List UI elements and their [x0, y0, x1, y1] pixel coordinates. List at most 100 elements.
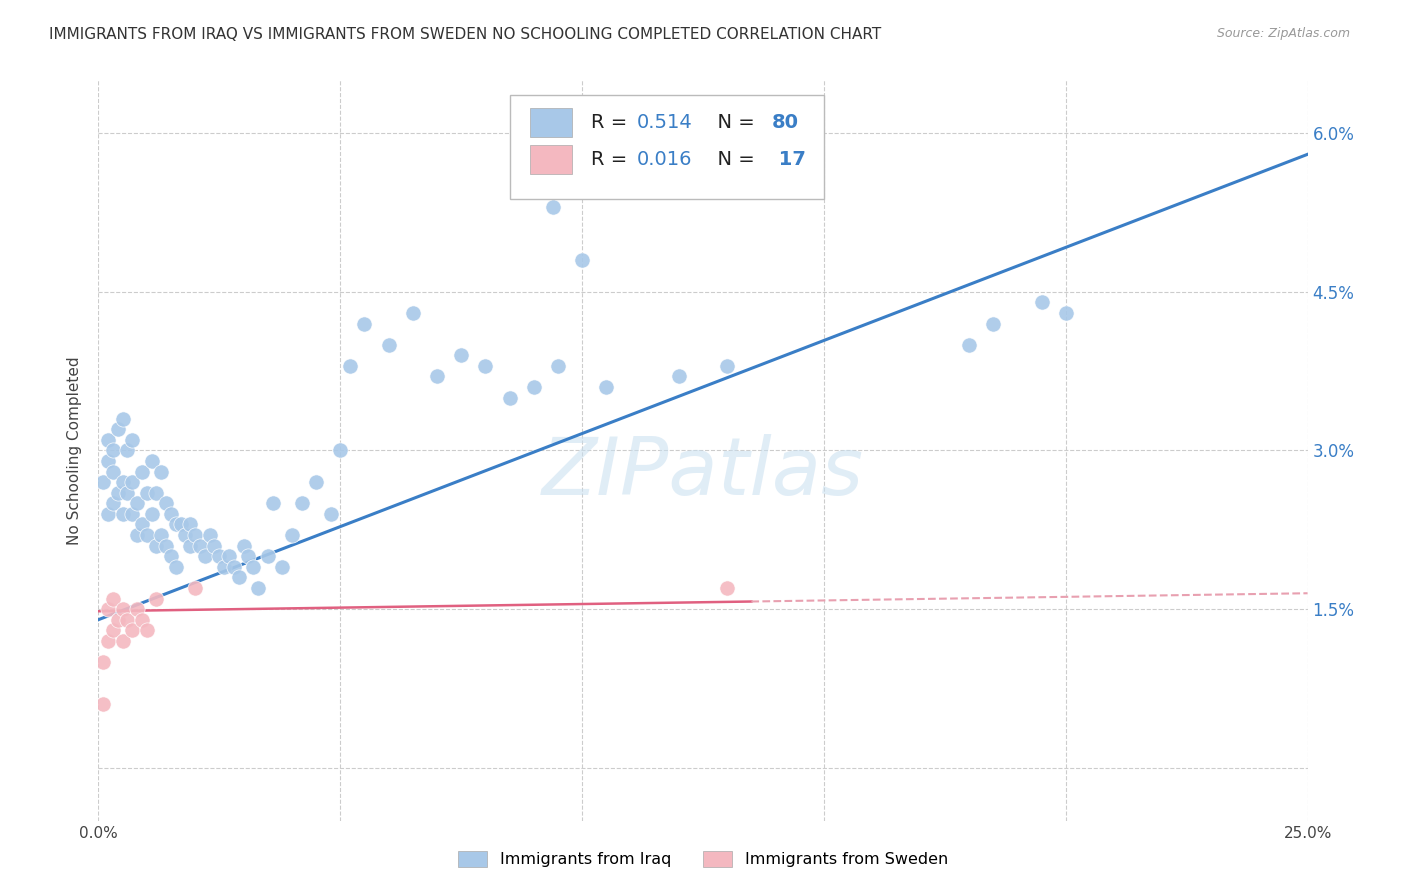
Point	[145, 539, 167, 553]
Text: 0.514: 0.514	[637, 113, 692, 132]
Point	[160, 549, 183, 564]
Text: 0.016: 0.016	[637, 150, 692, 169]
FancyBboxPatch shape	[530, 145, 572, 174]
Point	[668, 369, 690, 384]
Point	[107, 613, 129, 627]
Point	[97, 454, 120, 468]
Point	[218, 549, 240, 564]
Point	[474, 359, 496, 373]
Point	[160, 507, 183, 521]
Text: N =: N =	[706, 113, 762, 132]
Point	[547, 359, 569, 373]
Y-axis label: No Schooling Completed: No Schooling Completed	[67, 356, 83, 545]
Point	[353, 317, 375, 331]
Point	[222, 559, 245, 574]
Point	[127, 496, 149, 510]
Point	[135, 485, 157, 500]
Point	[238, 549, 260, 564]
Point	[121, 475, 143, 490]
Point	[281, 528, 304, 542]
Point	[716, 581, 738, 595]
Point	[101, 496, 124, 510]
Point	[131, 613, 153, 627]
Point	[111, 602, 134, 616]
Point	[165, 559, 187, 574]
Point	[97, 433, 120, 447]
Point	[232, 539, 254, 553]
Point	[204, 539, 226, 553]
Point	[1054, 306, 1077, 320]
Text: N =: N =	[706, 150, 762, 169]
Legend: Immigrants from Iraq, Immigrants from Sweden: Immigrants from Iraq, Immigrants from Sw…	[450, 843, 956, 875]
Point	[194, 549, 217, 564]
Point	[117, 485, 139, 500]
Point	[165, 517, 187, 532]
Point	[212, 559, 235, 574]
Point	[107, 422, 129, 436]
Point	[111, 633, 134, 648]
Point	[242, 559, 264, 574]
Point	[121, 433, 143, 447]
Text: R =: R =	[591, 150, 633, 169]
Point	[402, 306, 425, 320]
Point	[271, 559, 294, 574]
Text: R =: R =	[591, 113, 633, 132]
Point	[91, 475, 114, 490]
Point	[145, 591, 167, 606]
Point	[426, 369, 449, 384]
Point	[127, 602, 149, 616]
Point	[101, 624, 124, 638]
Point	[131, 465, 153, 479]
Point	[97, 633, 120, 648]
Point	[319, 507, 342, 521]
Point	[981, 317, 1004, 331]
Point	[716, 359, 738, 373]
Point	[155, 496, 177, 510]
Point	[262, 496, 284, 510]
Point	[117, 443, 139, 458]
Text: ZIPatlas: ZIPatlas	[541, 434, 865, 512]
Point	[111, 475, 134, 490]
Point	[107, 485, 129, 500]
Point	[256, 549, 278, 564]
Point	[97, 507, 120, 521]
Point	[184, 528, 207, 542]
Point	[198, 528, 221, 542]
Point	[127, 528, 149, 542]
Point	[101, 443, 124, 458]
Point	[957, 337, 980, 351]
Point	[150, 528, 173, 542]
Point	[523, 380, 546, 394]
Point	[169, 517, 191, 532]
Point	[1031, 295, 1053, 310]
Point	[150, 465, 173, 479]
Point	[141, 507, 163, 521]
Point	[174, 528, 197, 542]
Point	[97, 602, 120, 616]
Text: 80: 80	[772, 113, 799, 132]
Point	[145, 485, 167, 500]
Point	[101, 591, 124, 606]
Point	[179, 539, 201, 553]
Text: 17: 17	[772, 150, 806, 169]
Point	[571, 253, 593, 268]
Point	[305, 475, 328, 490]
Point	[450, 348, 472, 362]
Point	[91, 655, 114, 669]
Point	[141, 454, 163, 468]
FancyBboxPatch shape	[530, 109, 572, 136]
Point	[188, 539, 211, 553]
Point	[111, 507, 134, 521]
Point	[135, 624, 157, 638]
Point	[117, 613, 139, 627]
Point	[247, 581, 270, 595]
Point	[91, 698, 114, 712]
Point	[121, 507, 143, 521]
Point	[329, 443, 352, 458]
Point	[179, 517, 201, 532]
Point	[131, 517, 153, 532]
Text: Source: ZipAtlas.com: Source: ZipAtlas.com	[1216, 27, 1350, 40]
Point	[135, 528, 157, 542]
FancyBboxPatch shape	[509, 95, 824, 199]
Point	[228, 570, 250, 584]
